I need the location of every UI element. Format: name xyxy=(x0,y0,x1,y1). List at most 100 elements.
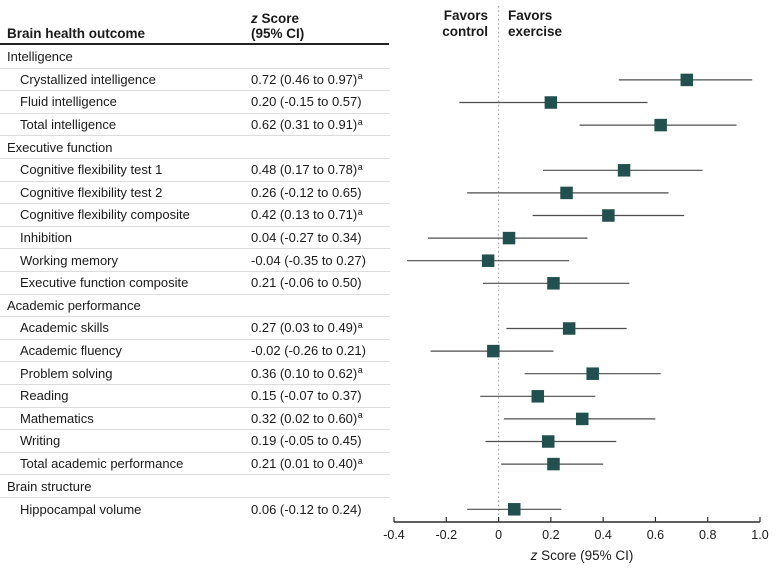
table-row: Academic fluency -0.02 (-0.26 to 0.21) xyxy=(0,340,390,363)
table-row: Mathematics 0.32 (0.02 to 0.60)a xyxy=(0,408,390,431)
table-row: Total intelligence 0.62 (0.31 to 0.91)a xyxy=(0,114,390,137)
outcome-label: Inhibition xyxy=(20,230,73,246)
outcome-label: Brain structure xyxy=(7,478,92,494)
footnote-marker: a xyxy=(357,161,363,172)
table-section-row: Brain structure xyxy=(0,475,390,498)
footnote-marker: a xyxy=(357,455,363,466)
outcome-label: Intelligence xyxy=(7,49,73,65)
point-estimate-marker xyxy=(562,322,576,335)
z-score-value: 0.19 (-0.05 to 0.45) xyxy=(251,433,362,449)
footnote-marker: a xyxy=(357,116,363,127)
z-score-value: 0.27 (0.03 to 0.49)a xyxy=(251,319,363,336)
outcome-label: Crystallized intelligence xyxy=(20,71,156,87)
x-axis-title: z Score (95% CI) xyxy=(530,548,634,563)
point-estimate-marker xyxy=(575,412,589,426)
axis-tick-label: 0 xyxy=(495,528,502,542)
z-score-value: -0.04 (-0.35 to 0.27) xyxy=(251,252,366,268)
axis-tick-label: 0.6 xyxy=(647,528,664,542)
point-estimate-marker xyxy=(544,96,558,109)
outcome-label: Hippocampal volume xyxy=(20,501,142,517)
point-estimate-marker xyxy=(531,390,545,403)
outcome-label: Academic fluency xyxy=(20,343,122,359)
axis-tick-label: -0.4 xyxy=(383,528,405,542)
header-rule xyxy=(0,43,389,45)
z-score-value: 0.26 (-0.12 to 0.65) xyxy=(251,184,362,200)
outcome-column-header: Brain health outcome xyxy=(7,0,145,41)
point-estimate-marker xyxy=(654,118,667,132)
footnote-marker: a xyxy=(357,71,363,82)
table-row: Working memory -0.04 (-0.35 to 0.27) xyxy=(0,249,390,272)
z-score-value: 0.62 (0.31 to 0.91)a xyxy=(251,116,363,133)
score-column-header: z Score (95% CI) xyxy=(251,0,304,41)
point-estimate-marker xyxy=(508,503,521,516)
table-row: Fluid intelligence 0.20 (-0.15 to 0.57) xyxy=(0,91,390,114)
z-score-value: 0.20 (-0.15 to 0.57) xyxy=(251,94,362,110)
point-estimate-marker xyxy=(487,344,500,358)
point-estimate-marker xyxy=(547,277,560,290)
table-row: Cognitive flexibility test 1 0.48 (0.17 t… xyxy=(0,159,390,182)
z-score-value: 0.21 (-0.06 to 0.50) xyxy=(251,275,362,291)
outcome-label: Cognitive flexibility test 2 xyxy=(20,184,163,200)
table-row: Inhibition 0.04 (-0.27 to 0.34) xyxy=(0,227,390,250)
point-estimate-marker xyxy=(602,209,615,222)
point-estimate-marker xyxy=(560,186,573,200)
z-score-value: 0.06 (-0.12 to 0.24) xyxy=(251,501,362,517)
z-score-value: 0.15 (-0.07 to 0.37) xyxy=(251,388,362,404)
outcome-label: Reading xyxy=(20,388,69,404)
outcome-header-label: Brain health outcome xyxy=(7,26,146,41)
table-section-row: Executive function xyxy=(0,136,390,159)
table-row: Writing 0.19 (-0.05 to 0.45) xyxy=(0,430,390,453)
outcome-label: Academic performance xyxy=(7,297,141,313)
z-score-value: -0.02 (-0.26 to 0.21) xyxy=(251,343,366,359)
outcome-label: Mathematics xyxy=(20,410,94,426)
axis-tick-label: 1.0 xyxy=(751,528,768,542)
outcome-label: Academic skills xyxy=(20,320,109,336)
axis-tick-label: -0.2 xyxy=(436,528,458,542)
favors-control-label: Favors control xyxy=(442,8,488,39)
z-score-value: 0.04 (-0.27 to 0.34) xyxy=(251,230,362,246)
table-row: Problem solving 0.36 (0.10 to 0.62)a xyxy=(0,362,390,385)
table-row: Academic skills 0.27 (0.03 to 0.49)a xyxy=(0,317,390,340)
point-estimate-marker xyxy=(502,231,516,245)
table-row: Total academic performance 0.21 (0.01 to … xyxy=(0,453,390,476)
table-row: Crystallized intelligence 0.72 (0.46 to 0… xyxy=(0,69,390,92)
point-estimate-marker xyxy=(617,164,631,177)
score-header-line2: (95% CI) xyxy=(251,26,305,41)
outcome-label: Cognitive flexibility composite xyxy=(20,207,190,223)
table-section-row: Academic performance xyxy=(0,295,390,318)
favors-exercise-label: Favors exercise xyxy=(508,8,563,39)
footnote-marker: a xyxy=(357,206,363,217)
table-row: Hippocampal volume 0.06 (-0.12 to 0.24) xyxy=(0,498,390,521)
table-row: Cognitive flexibility test 2 0.26 (-0.12 … xyxy=(0,182,390,205)
point-estimate-marker xyxy=(481,254,495,267)
outcome-label: Total intelligence xyxy=(20,117,117,133)
footnote-marker: a xyxy=(357,410,363,421)
z-score-value: 0.48 (0.17 to 0.78)a xyxy=(251,161,363,178)
point-estimate-marker xyxy=(680,73,694,87)
outcome-label: Executive function xyxy=(7,139,113,155)
outcome-label: Problem solving xyxy=(20,365,113,381)
axis-tick-label: 0.4 xyxy=(594,528,611,542)
score-header-line1: z Score xyxy=(251,11,300,26)
point-estimate-marker xyxy=(541,435,555,448)
outcome-label: Total academic performance xyxy=(20,456,184,472)
table-row: Cognitive flexibility composite 0.42 (0.1… xyxy=(0,204,390,227)
table-row: Executive function composite 0.21 (-0.06 … xyxy=(0,272,390,295)
outcome-label: Working memory xyxy=(20,252,119,268)
outcome-label: Writing xyxy=(20,433,61,449)
outcome-label: Fluid intelligence xyxy=(20,94,117,110)
point-estimate-marker xyxy=(586,367,599,380)
outcome-label: Executive function composite xyxy=(20,275,189,291)
z-score-value: 0.42 (0.13 to 0.71)a xyxy=(251,206,363,223)
z-score-value: 0.21 (0.01 to 0.40)a xyxy=(251,455,363,472)
axis-tick-label: 0.2 xyxy=(542,528,559,542)
z-score-value: 0.36 (0.10 to 0.62)a xyxy=(251,365,363,381)
point-estimate-marker xyxy=(547,457,560,471)
z-score-value: 0.72 (0.46 to 0.97)a xyxy=(251,71,363,87)
table-row: Reading 0.15 (-0.07 to 0.37) xyxy=(0,385,390,408)
z-score-value: 0.32 (0.02 to 0.60)a xyxy=(251,410,363,426)
table-section-row: Intelligence xyxy=(0,46,390,69)
axis-tick-label: 0.8 xyxy=(699,528,716,542)
outcome-label: Cognitive flexibility test 1 xyxy=(20,162,163,178)
